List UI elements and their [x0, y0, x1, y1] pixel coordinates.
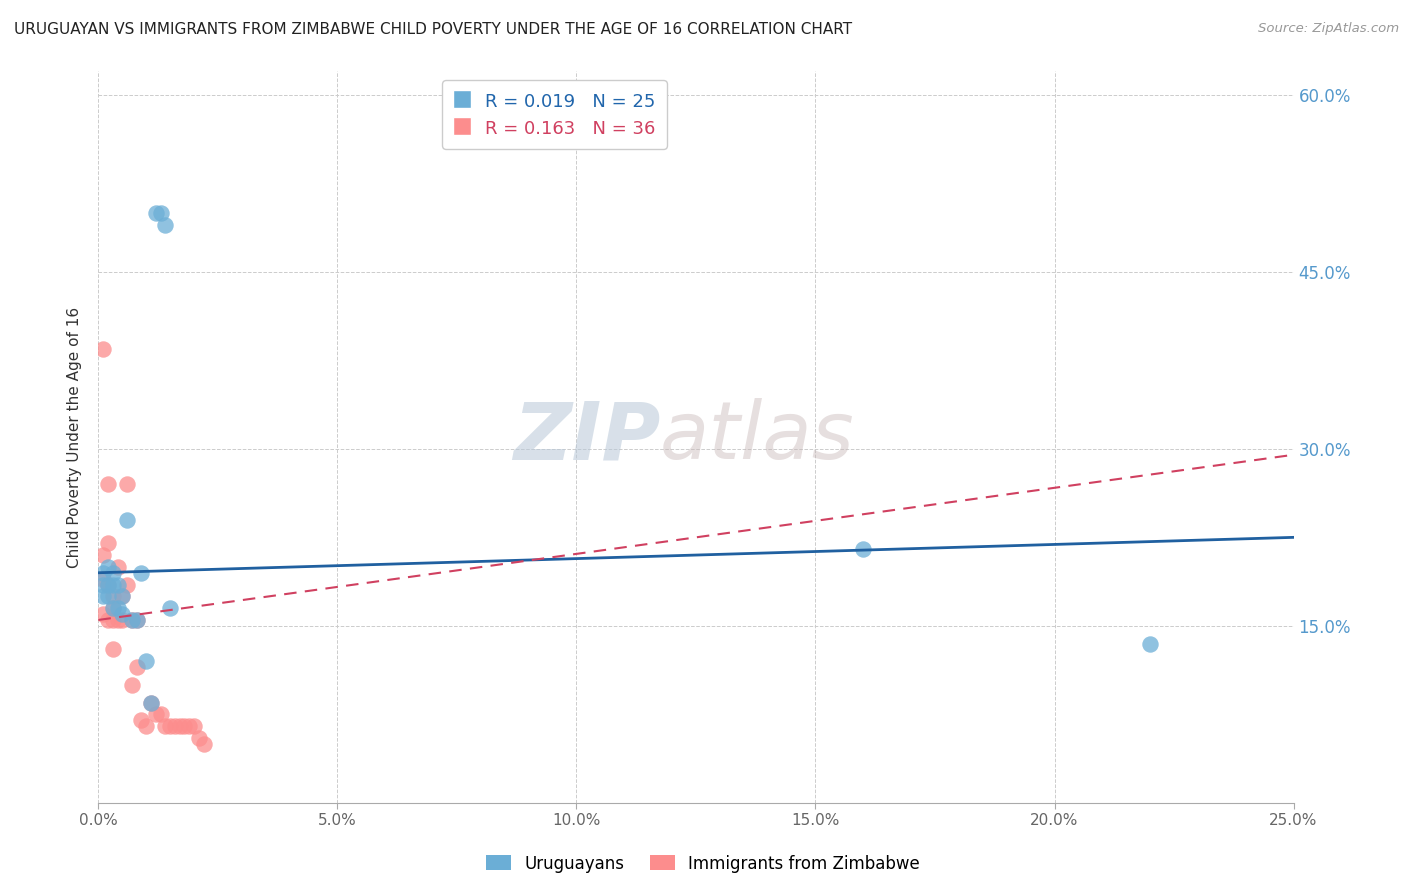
Point	[131, 566, 153, 580]
Legend: R = 0.019   N = 25, R = 0.163   N = 36: R = 0.019 N = 25, R = 0.163 N = 36	[441, 80, 666, 149]
Point	[155, 218, 177, 232]
Text: atlas: atlas	[661, 398, 855, 476]
Point	[97, 590, 120, 604]
Point	[101, 577, 124, 591]
Point	[145, 206, 167, 220]
Point	[187, 731, 209, 745]
Point	[155, 719, 177, 733]
Point	[97, 559, 120, 574]
Point	[139, 696, 162, 710]
Point	[149, 206, 172, 220]
Point	[91, 577, 114, 591]
Point	[107, 559, 129, 574]
Point	[852, 542, 875, 557]
Point	[131, 713, 153, 727]
Legend: Uruguayans, Immigrants from Zimbabwe: Uruguayans, Immigrants from Zimbabwe	[479, 848, 927, 880]
Point	[101, 642, 124, 657]
Point	[101, 613, 124, 627]
Point	[169, 719, 191, 733]
Point	[115, 477, 138, 491]
Point	[125, 613, 148, 627]
Point	[97, 577, 120, 591]
Point	[121, 613, 143, 627]
Point	[107, 601, 129, 615]
Point	[111, 590, 134, 604]
Point	[149, 707, 172, 722]
Point	[91, 566, 114, 580]
Point	[107, 613, 129, 627]
Text: Source: ZipAtlas.com: Source: ZipAtlas.com	[1258, 22, 1399, 36]
Point	[101, 601, 124, 615]
Point	[111, 607, 134, 621]
Y-axis label: Child Poverty Under the Age of 16: Child Poverty Under the Age of 16	[67, 307, 83, 567]
Point	[115, 577, 138, 591]
Point	[97, 613, 120, 627]
Point	[183, 719, 205, 733]
Point	[159, 719, 181, 733]
Point	[159, 601, 181, 615]
Point	[97, 477, 120, 491]
Point	[101, 601, 124, 615]
Point	[115, 513, 138, 527]
Point	[125, 660, 148, 674]
Point	[97, 536, 120, 550]
Point	[193, 737, 215, 751]
Point	[97, 577, 120, 591]
Point	[1139, 636, 1161, 650]
Point	[121, 678, 143, 692]
Point	[101, 566, 124, 580]
Point	[179, 719, 201, 733]
Point	[121, 613, 143, 627]
Point	[91, 572, 114, 586]
Text: ZIP: ZIP	[513, 398, 661, 476]
Point	[91, 607, 114, 621]
Point	[111, 613, 134, 627]
Point	[91, 342, 114, 356]
Point	[163, 719, 186, 733]
Point	[107, 577, 129, 591]
Point	[145, 707, 167, 722]
Point	[91, 548, 114, 562]
Point	[91, 590, 114, 604]
Point	[173, 719, 195, 733]
Point	[139, 696, 162, 710]
Text: URUGUAYAN VS IMMIGRANTS FROM ZIMBABWE CHILD POVERTY UNDER THE AGE OF 16 CORRELAT: URUGUAYAN VS IMMIGRANTS FROM ZIMBABWE CH…	[14, 22, 852, 37]
Point	[111, 590, 134, 604]
Point	[135, 719, 157, 733]
Point	[135, 654, 157, 668]
Point	[101, 590, 124, 604]
Point	[125, 613, 148, 627]
